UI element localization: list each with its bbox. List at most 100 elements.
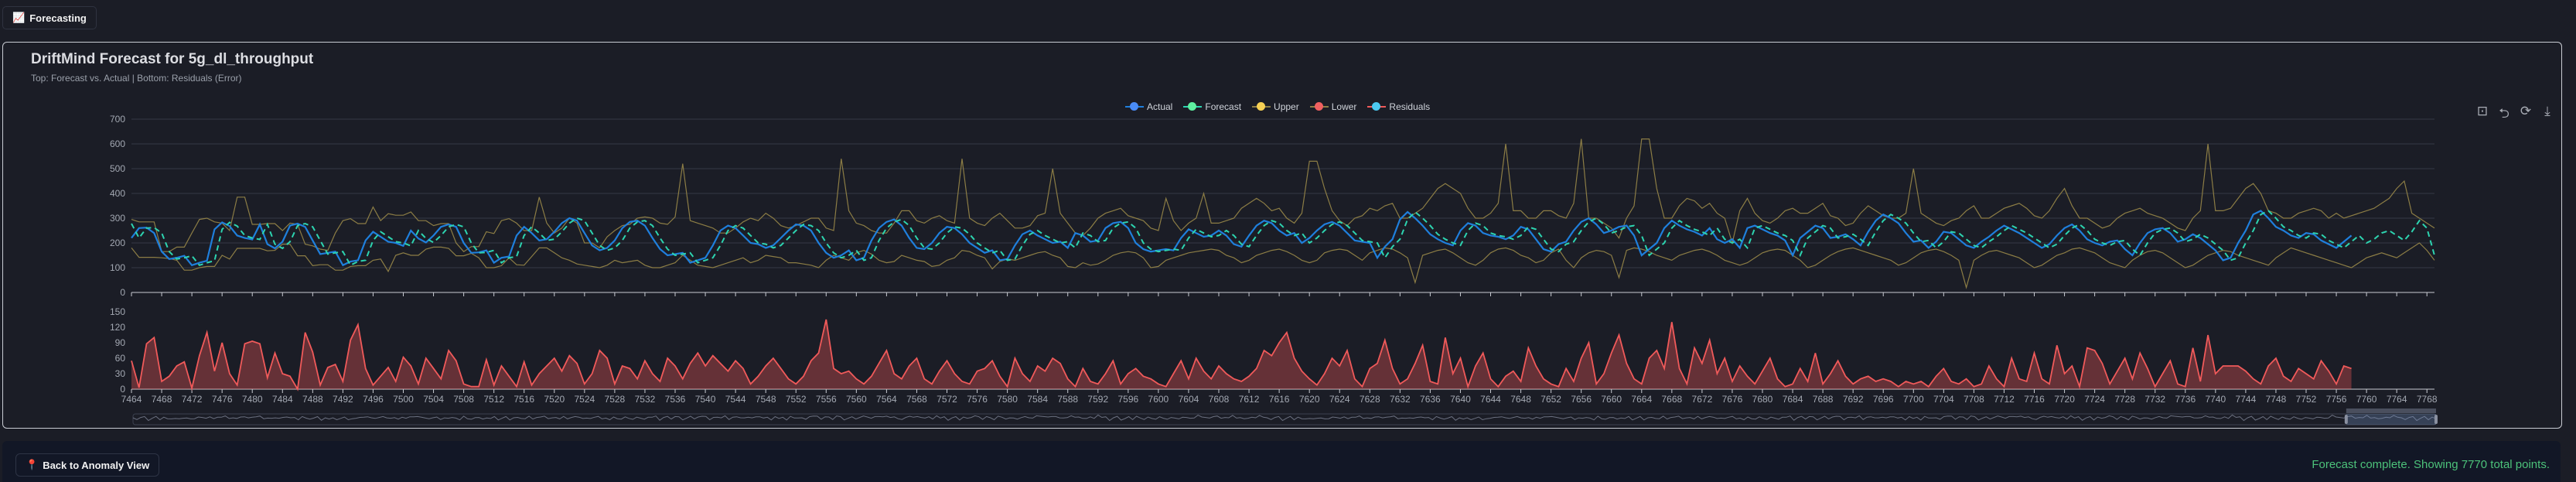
- x-tick-label: 7660: [1601, 394, 1622, 405]
- x-tick-label: 7548: [756, 394, 776, 405]
- x-tick-label: 7476: [212, 394, 233, 405]
- x-tick-label: 7580: [997, 394, 1018, 405]
- pushpin-icon: 📍: [26, 459, 39, 470]
- y-tick-label: 500: [110, 163, 125, 174]
- x-tick-label: 7716: [2024, 394, 2045, 405]
- x-tick-label: 7612: [1239, 394, 1260, 405]
- x-tick-label: 7768: [2417, 394, 2438, 405]
- x-tick-label: 7648: [1510, 394, 1531, 405]
- x-tick-label: 7516: [513, 394, 534, 405]
- restore-icon[interactable]: ⟳: [2520, 104, 2532, 118]
- x-tick-label: 7528: [605, 394, 626, 405]
- x-tick-label: 7540: [695, 394, 716, 405]
- y-tick-label: 600: [110, 138, 125, 149]
- x-tick-label: 7764: [2387, 394, 2407, 405]
- data-zoom-move-handle[interactable]: [2346, 409, 2436, 413]
- residual-y-tick-label: 0: [120, 384, 125, 395]
- x-tick-label: 7584: [1027, 394, 1048, 405]
- x-tick-label: 7744: [2236, 394, 2257, 405]
- x-tick-label: 7696: [1873, 394, 1894, 405]
- back-button-label: Back to Anomaly View: [43, 459, 150, 471]
- data-zoom-preview: [132, 414, 2437, 422]
- x-tick-label: 7704: [1933, 394, 1954, 405]
- x-tick-label: 7608: [1209, 394, 1230, 405]
- legend-label: Residuals: [1389, 101, 1431, 112]
- x-tick-label: 7576: [967, 394, 988, 405]
- x-tick-label: 7556: [816, 394, 837, 405]
- data-zoom-left-handle[interactable]: [2344, 415, 2348, 424]
- x-tick-label: 7524: [574, 394, 595, 405]
- x-tick-label: 7676: [1722, 394, 1743, 405]
- legend-item-forecast[interactable]: Forecast: [1183, 101, 1241, 112]
- data-zoom-window[interactable]: [2346, 414, 2436, 425]
- x-tick-label: 7520: [544, 394, 565, 405]
- x-tick-label: 7596: [1117, 394, 1138, 405]
- x-tick-label: 7492: [333, 394, 353, 405]
- residual-y-tick-label: 120: [110, 322, 125, 333]
- y-tick-label: 300: [110, 213, 125, 224]
- chart-subtitle: Top: Forecast vs. Actual | Bottom: Resid…: [31, 73, 242, 84]
- zoom-icon[interactable]: ⊡: [2476, 104, 2489, 118]
- x-tick-label: 7712: [1994, 394, 2015, 405]
- x-tick-label: 7700: [1903, 394, 1924, 405]
- legend-label: Forecast: [1205, 101, 1242, 112]
- x-tick-label: 7508: [453, 394, 474, 405]
- x-tick-label: 7672: [1692, 394, 1713, 405]
- forecast-line: [131, 210, 2435, 267]
- x-tick-label: 7684: [1783, 394, 1803, 405]
- x-tick-label: 7728: [2114, 394, 2135, 405]
- legend-marker: [1183, 102, 1203, 111]
- x-tick-label: 7664: [1631, 394, 1652, 405]
- y-tick-label: 100: [110, 262, 125, 273]
- legend-label: Actual: [1147, 101, 1173, 112]
- x-tick-label: 7488: [302, 394, 323, 405]
- x-tick-label: 7512: [483, 394, 504, 405]
- legend-item-residuals[interactable]: Residuals: [1367, 101, 1430, 112]
- legend-item-lower[interactable]: Lower: [1309, 101, 1356, 112]
- x-tick-label: 7568: [906, 394, 927, 405]
- residual-y-tick-label: 30: [115, 368, 126, 379]
- chart-panel: [2, 42, 2562, 429]
- y-tick-label: 400: [110, 188, 125, 199]
- x-tick-label: 7668: [1661, 394, 1682, 405]
- legend-item-upper[interactable]: Upper: [1252, 101, 1299, 112]
- x-tick-label: 7600: [1148, 394, 1169, 405]
- back-to-anomaly-view-button[interactable]: 📍 Back to Anomaly View: [15, 453, 160, 477]
- x-tick-label: 7504: [423, 394, 444, 405]
- x-tick-label: 7468: [152, 394, 172, 405]
- save-image-icon[interactable]: ⤓: [2544, 104, 2550, 118]
- x-tick-label: 7636: [1420, 394, 1441, 405]
- residual-y-tick-label: 150: [110, 306, 125, 317]
- legend-marker: [1252, 102, 1271, 111]
- x-tick-label: 7484: [272, 394, 293, 405]
- x-tick-label: 7560: [846, 394, 867, 405]
- x-tick-label: 7572: [937, 394, 957, 405]
- x-tick-label: 7616: [1269, 394, 1290, 405]
- chart-legend: Actual Forecast Upper Lower Residuals: [1125, 101, 1430, 112]
- x-tick-label: 7480: [242, 394, 263, 405]
- x-tick-label: 7544: [725, 394, 746, 405]
- x-tick-label: 7620: [1299, 394, 1320, 405]
- x-tick-label: 7724: [2084, 394, 2105, 405]
- x-tick-label: 7536: [665, 394, 686, 405]
- tab-forecasting[interactable]: 📈 Forecasting: [2, 6, 97, 29]
- tab-label: Forecasting: [29, 12, 87, 24]
- x-tick-label: 7628: [1360, 394, 1380, 405]
- x-tick-label: 7500: [393, 394, 414, 405]
- x-tick-label: 7732: [2144, 394, 2165, 405]
- x-tick-label: 7640: [1450, 394, 1471, 405]
- x-tick-label: 7472: [182, 394, 203, 405]
- x-tick-label: 7652: [1540, 394, 1561, 405]
- x-tick-label: 7692: [1843, 394, 1864, 405]
- footer-bar: [2, 441, 2561, 482]
- legend-marker: [1367, 102, 1387, 111]
- x-tick-label: 7720: [2054, 394, 2075, 405]
- x-tick-label: 7740: [2205, 394, 2226, 405]
- data-zoom-right-handle[interactable]: [2434, 415, 2438, 424]
- y-tick-label: 0: [120, 287, 125, 298]
- legend-item-actual[interactable]: Actual: [1125, 101, 1172, 112]
- legend-marker: [1125, 102, 1144, 111]
- x-tick-label: 7656: [1571, 394, 1592, 405]
- zoom-reset-icon[interactable]: ⮌: [2499, 106, 2509, 121]
- x-tick-label: 7552: [786, 394, 807, 405]
